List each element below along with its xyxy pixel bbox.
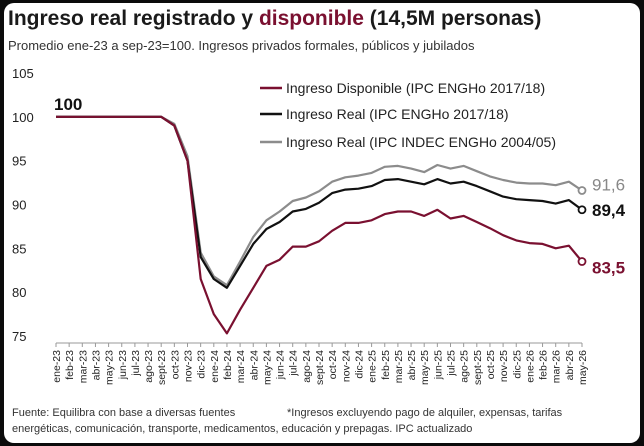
legend-label: Ingreso Real (IPC ENGHo 2017/18): [286, 106, 509, 122]
x-tick-label: feb-26: [538, 350, 550, 380]
x-tick-label: may-23: [104, 350, 116, 385]
legend-label: Ingreso Disponible (IPC ENGHo 2017/18): [286, 80, 545, 96]
x-tick-label: mar-26: [551, 350, 563, 383]
x-tick-label: abr-25: [406, 350, 418, 381]
chart-subtitle: Promedio ene-23 a sep-23=100. Ingresos p…: [8, 38, 475, 53]
start-value-label: 100: [54, 95, 82, 114]
x-tick-label: jul-24: [288, 350, 300, 377]
y-tick-label: 80: [12, 285, 26, 300]
x-tick-label: jul-25: [446, 350, 458, 377]
chart-card: Ingreso real registrado y disponible (14…: [4, 3, 640, 443]
x-tick-label: may-26: [577, 350, 589, 385]
x-tick-label: oct-23: [169, 350, 181, 379]
x-tick-label: ene-23: [51, 350, 63, 383]
x-tick-label: oct-25: [485, 350, 497, 379]
x-tick-label: mar-25: [393, 350, 405, 383]
x-tick-label: may-25: [419, 350, 431, 385]
x-tick-label: nov-23: [183, 350, 195, 382]
x-tick-label: dic-23: [196, 350, 208, 379]
series-end-point: [577, 257, 587, 266]
x-tick-label: mar-24: [235, 350, 247, 383]
x-tick-label: ago-25: [459, 350, 471, 383]
x-tick-label: jun-25: [432, 350, 444, 380]
x-tick-label: abr-24: [248, 350, 260, 381]
x-tick-label: ene-26: [524, 350, 536, 383]
y-tick-label: 100: [12, 110, 34, 125]
title-accent: disponible: [258, 7, 364, 30]
title-part-2: (14,5M personas): [363, 7, 542, 30]
line-chart: 75 80 85 90 95 100 105 ene-23 feb-23 mar-23 abr-23…: [12, 66, 626, 385]
x-tick-label: jun-24: [275, 350, 287, 380]
x-tick-label: oct-24: [327, 350, 339, 379]
series-end-point: [577, 205, 587, 215]
series-end-point: [577, 186, 587, 195]
x-tick-label: nov-25: [498, 350, 510, 382]
series-end-label: 89,4: [592, 201, 626, 220]
footnote-line-1: *Ingresos excluyendo pago de alquiler, e…: [287, 407, 563, 419]
x-tick-label: dic-24: [353, 350, 365, 379]
x-tick-label: feb-24: [222, 350, 234, 380]
x-tick-label: nov-24: [340, 350, 352, 382]
y-tick-label: 75: [12, 329, 26, 344]
y-tick-label: 90: [12, 198, 26, 213]
x-tick-label: ene-24: [209, 350, 221, 383]
series-end-label: 91,6: [592, 175, 625, 194]
x-tick-label: jun-23: [117, 350, 129, 380]
x-tick-label: abr-23: [90, 350, 102, 381]
y-tick-label: 95: [12, 154, 26, 169]
x-tick-label: sept-24: [314, 350, 326, 385]
x-tick-label: sept-25: [472, 350, 484, 385]
source-note: Fuente: Equilibra con base a diversas fu…: [12, 407, 236, 419]
x-tick-label: ago-23: [143, 350, 155, 383]
x-tick-label: feb-25: [380, 350, 392, 380]
x-tick-label: mar-23: [77, 350, 89, 383]
x-tick-label: sept-23: [156, 350, 168, 385]
title-part-1: Ingreso real registrado y: [8, 7, 259, 30]
x-tick-label: dic-25: [511, 350, 523, 379]
x-tick-label: ago-24: [301, 350, 313, 383]
x-tick-label: jul-23: [130, 350, 142, 377]
x-tick-label: ene-25: [367, 350, 379, 383]
y-tick-label: 105: [12, 66, 34, 81]
chart-title: Ingreso real registrado y disponible (14…: [8, 7, 636, 31]
y-tick-label: 85: [12, 241, 26, 256]
x-tick-label: may-24: [261, 350, 273, 385]
chart-footer: Fuente: Equilibra con base a diversas fu…: [12, 405, 632, 437]
x-tick-label: feb-23: [64, 350, 76, 380]
series-line: [56, 115, 583, 335]
footnote-line-2: energéticas, comunicación, transporte, m…: [12, 423, 473, 435]
x-tick-label: abr-26: [564, 350, 576, 381]
series-end-label: 83,5: [592, 258, 625, 277]
legend-label: Ingreso Real (IPC INDEC ENGHo 2004/05): [286, 134, 556, 150]
